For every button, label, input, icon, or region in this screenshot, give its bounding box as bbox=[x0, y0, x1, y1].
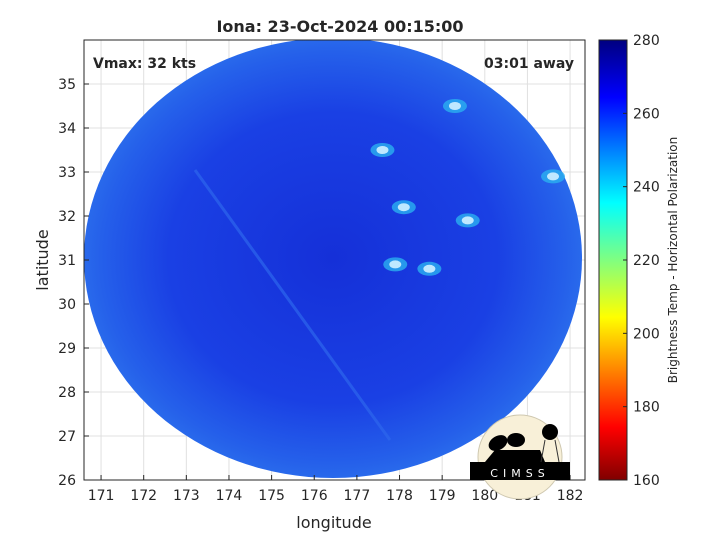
warm-feature-core bbox=[448, 102, 461, 110]
x-tick-label: 175 bbox=[258, 488, 285, 504]
x-tick-label: 180 bbox=[471, 488, 498, 504]
logo-text: CIMSS bbox=[490, 467, 549, 480]
x-tick-label: 178 bbox=[386, 488, 413, 504]
microwave-disc bbox=[84, 40, 582, 478]
y-tick-label: 28 bbox=[58, 385, 76, 401]
colorbar-tick-label: 200 bbox=[633, 326, 660, 342]
y-tick-label: 35 bbox=[58, 77, 76, 93]
y-tick-label: 34 bbox=[58, 121, 76, 137]
x-tick-label: 176 bbox=[301, 488, 328, 504]
y-tick-label: 30 bbox=[58, 297, 76, 313]
y-tick-label: 33 bbox=[58, 165, 76, 181]
colorbar-label: Brightness Temp - Horizontal Polarizatio… bbox=[666, 137, 680, 384]
time-away-label: 03:01 away bbox=[484, 56, 574, 72]
vmax-label: Vmax: 32 kts bbox=[93, 56, 196, 72]
warm-feature-core bbox=[397, 203, 410, 212]
warm-feature-core bbox=[423, 264, 436, 273]
satellite-swath bbox=[84, 40, 582, 478]
y-axis-label: latitude bbox=[33, 229, 52, 290]
colorbar-tick-label: 220 bbox=[633, 253, 660, 269]
x-tick-label: 182 bbox=[557, 488, 584, 504]
x-tick-label: 177 bbox=[344, 488, 371, 504]
colorbar-tick-label: 260 bbox=[633, 106, 660, 122]
warm-feature-core bbox=[389, 260, 402, 269]
colorbar-tick-label: 280 bbox=[633, 33, 660, 49]
figure-title: Iona: 23-Oct-2024 00:15:00 bbox=[216, 17, 463, 36]
colorbar-tick-label: 240 bbox=[633, 180, 660, 196]
warm-feature-core bbox=[376, 146, 389, 154]
y-tick-label: 32 bbox=[58, 209, 76, 225]
x-tick-label: 173 bbox=[173, 488, 200, 504]
y-tick-label: 31 bbox=[58, 253, 76, 269]
y-tick-label: 27 bbox=[58, 429, 76, 445]
x-tick-label: 172 bbox=[130, 488, 157, 504]
colorbar-tick-label: 160 bbox=[633, 473, 660, 489]
swath-seam bbox=[193, 169, 392, 441]
colorbar-tick-label: 180 bbox=[633, 400, 660, 416]
warm-feature-core bbox=[547, 172, 560, 181]
x-tick-label: 174 bbox=[216, 488, 243, 504]
colorbar bbox=[598, 39, 628, 481]
x-tick-label: 171 bbox=[88, 488, 115, 504]
y-tick-label: 26 bbox=[58, 473, 76, 489]
x-tick-label: 179 bbox=[429, 488, 456, 504]
warm-feature-core bbox=[461, 216, 474, 225]
y-tick-label: 29 bbox=[58, 341, 76, 357]
cimss-logo: CIMSS bbox=[470, 414, 570, 500]
x-axis-label: longitude bbox=[296, 513, 371, 532]
